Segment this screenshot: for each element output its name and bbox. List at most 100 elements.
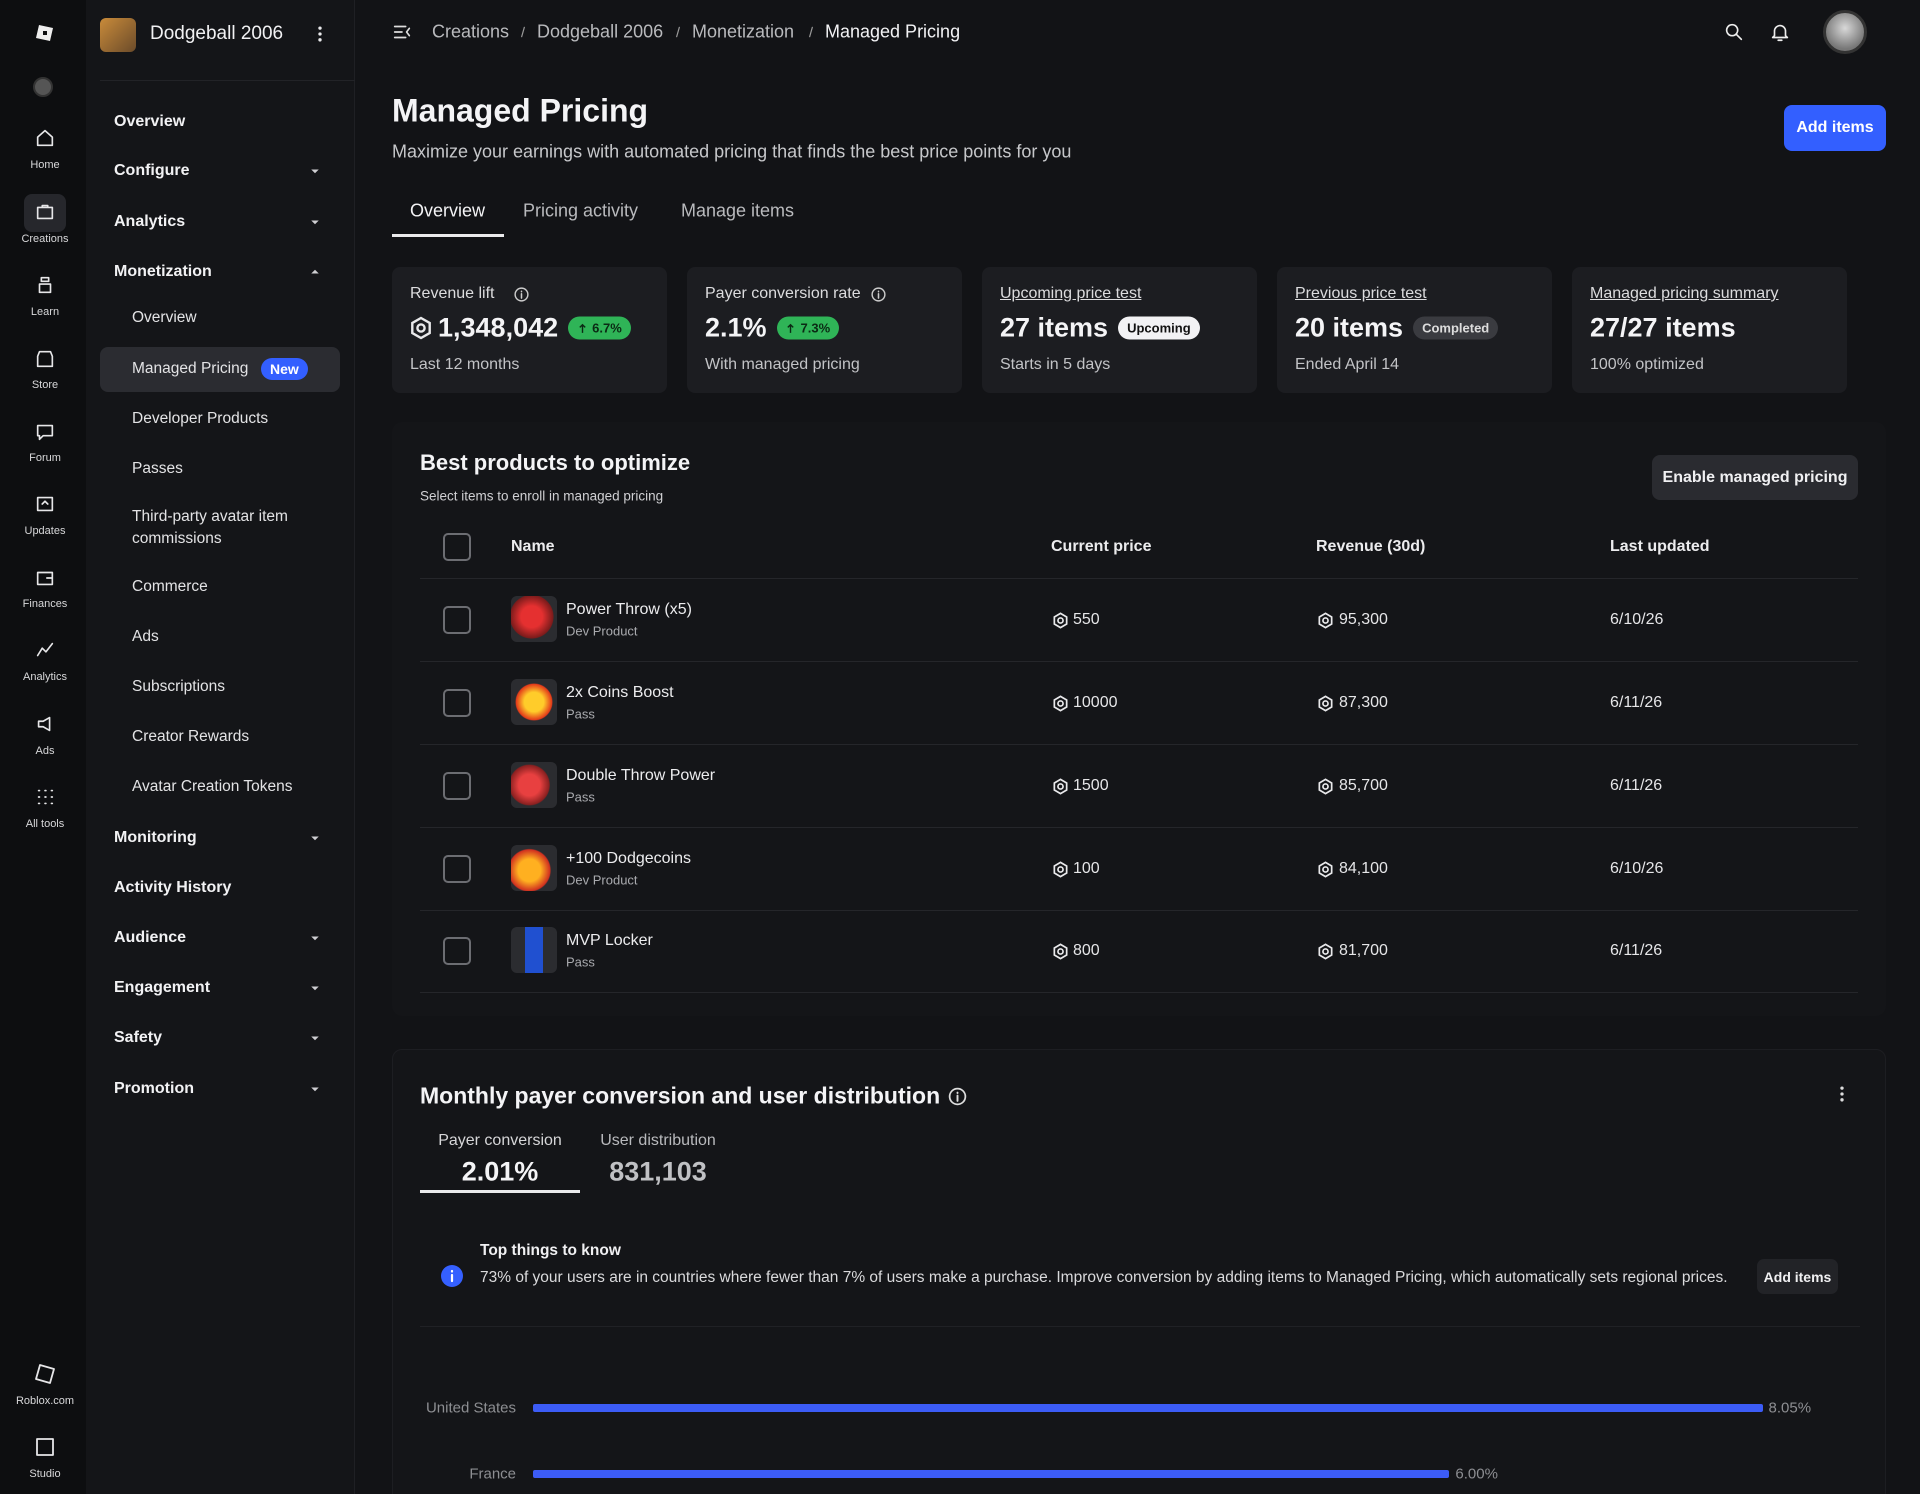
chevron [311, 169, 319, 174]
row-divider [420, 910, 1858, 911]
stat-note: Last 12 months [410, 356, 520, 373]
rail-icon [36, 642, 54, 657]
info-badge-icon [441, 1265, 463, 1287]
more-icon [318, 26, 322, 42]
item-updated: 6/11/26 [1610, 942, 1663, 959]
rail-label[interactable]: Learn [30, 306, 60, 318]
nav-item[interactable]: Audience [114, 929, 187, 946]
stat-label: Payer conversion rate [705, 285, 861, 302]
tab[interactable]: Manage items [681, 200, 795, 221]
robux-icon [1052, 942, 1068, 960]
chevron [311, 836, 319, 841]
rail-label[interactable]: Creations [21, 233, 69, 245]
chevron [311, 220, 319, 225]
rail-label[interactable]: Studio [29, 1468, 61, 1480]
rail-label[interactable]: Finances [22, 598, 68, 610]
item-updated: 6/10/26 [1610, 860, 1664, 877]
rail-icon [35, 1364, 55, 1384]
nav-item[interactable]: Developer Products [132, 410, 269, 427]
section-title: Best products to optimize [420, 450, 691, 475]
metric-value: 2.01% [461, 1156, 539, 1187]
bar-value-label: 6.00% [1455, 1465, 1498, 1483]
checkbox[interactable] [443, 533, 471, 561]
column-header: Revenue (30d) [1316, 538, 1426, 555]
breadcrumb-separator [521, 26, 525, 38]
profile-avatar[interactable] [1823, 10, 1867, 54]
stat-label[interactable]: Managed pricing summary [1590, 285, 1779, 302]
rail-label[interactable]: All tools [25, 818, 65, 830]
row-divider [420, 744, 1858, 745]
nav-item[interactable]: Managed Pricing [132, 360, 249, 377]
nav-item[interactable]: Activity History [114, 879, 232, 896]
rail-label[interactable]: Home [30, 159, 60, 171]
nav-item[interactable]: Configure [114, 162, 190, 179]
rail-icon [36, 496, 54, 512]
rail-label[interactable]: Ads [35, 745, 55, 757]
metric-underline [420, 1190, 580, 1193]
metric-value: 831,103 [609, 1156, 707, 1187]
info-add-items-button[interactable]: Add items [1757, 1259, 1838, 1294]
checkbox[interactable] [443, 937, 471, 965]
enable-managed-pricing-button[interactable]: Enable managed pricing [1652, 455, 1858, 500]
chevron [311, 269, 319, 274]
checkbox[interactable] [443, 772, 471, 800]
stat-value: 1,348,042 [438, 312, 559, 343]
breadcrumb-item[interactable]: Dodgeball 2006 [537, 21, 664, 42]
rail-icon [36, 424, 54, 441]
tab[interactable]: Overview [410, 200, 486, 221]
stat-value: 27 items [1000, 312, 1109, 343]
stat-label[interactable]: Previous price test [1295, 285, 1427, 302]
checkbox[interactable] [443, 606, 471, 634]
column-header: Current price [1051, 538, 1152, 555]
nav-item[interactable]: Monitoring [114, 829, 197, 846]
breadcrumb-item[interactable]: Creations [432, 21, 510, 42]
item-price: 800 [1073, 942, 1100, 959]
stat-label[interactable]: Upcoming price test [1000, 285, 1142, 302]
bar [533, 1404, 1763, 1412]
nav-item[interactable]: Monetization [114, 263, 212, 280]
column-header: Last updated [1610, 538, 1710, 555]
nav-item[interactable]: Avatar Creation Tokens [132, 778, 293, 795]
nav-item[interactable]: Overview [132, 309, 197, 326]
metric-label[interactable]: User distribution [600, 1132, 716, 1149]
nav-item[interactable]: Analytics [114, 213, 186, 230]
item-thumbnail [511, 927, 557, 973]
stat-badge: 7.3% [776, 316, 840, 340]
rail-label[interactable]: Updates [24, 525, 66, 537]
row-divider [420, 992, 1858, 993]
nav-item[interactable]: Promotion [114, 1080, 194, 1097]
metric-label[interactable]: Payer conversion [438, 1132, 562, 1149]
breadcrumb-item[interactable]: Monetization [692, 21, 795, 42]
tab-underline [392, 234, 504, 237]
stat-badge: 6.7% [568, 316, 631, 340]
nav-item[interactable]: Ads [132, 628, 159, 645]
nav-item[interactable]: Passes [132, 460, 183, 477]
item-thumbnail [511, 679, 557, 725]
stat-value: 20 items [1295, 312, 1404, 343]
checkbox[interactable] [443, 855, 471, 883]
item-thumbnail [511, 762, 557, 808]
robux-icon [1052, 777, 1068, 795]
item-revenue: 87,300 [1339, 694, 1388, 711]
nav-item[interactable]: Engagement [114, 979, 211, 996]
chevron [311, 936, 319, 941]
stat-label: Revenue lift [410, 285, 495, 302]
rail-icon [36, 129, 54, 147]
nav-item[interactable]: Third-party avatar item commissions [132, 508, 288, 547]
rail-label[interactable]: Analytics [22, 671, 68, 683]
robux-icon [411, 316, 431, 340]
nav-item[interactable]: Commerce [132, 578, 208, 595]
checkbox[interactable] [443, 689, 471, 717]
add-items-button[interactable]: Add items [1784, 105, 1886, 151]
nav-item[interactable]: Subscriptions [132, 678, 226, 695]
item-name: Power Throw (x5) [566, 601, 692, 618]
nav-item[interactable]: Creator Rewards [132, 728, 250, 745]
robux-icon [1052, 860, 1068, 878]
rail-label[interactable]: Roblox.com [15, 1395, 75, 1407]
rail-label[interactable]: Store [31, 379, 59, 391]
nav-item[interactable]: Overview [114, 113, 186, 130]
icon-rail [0, 0, 86, 1494]
tab[interactable]: Pricing activity [523, 200, 639, 221]
rail-label[interactable]: Forum [29, 452, 61, 464]
nav-item[interactable]: Safety [114, 1029, 163, 1046]
